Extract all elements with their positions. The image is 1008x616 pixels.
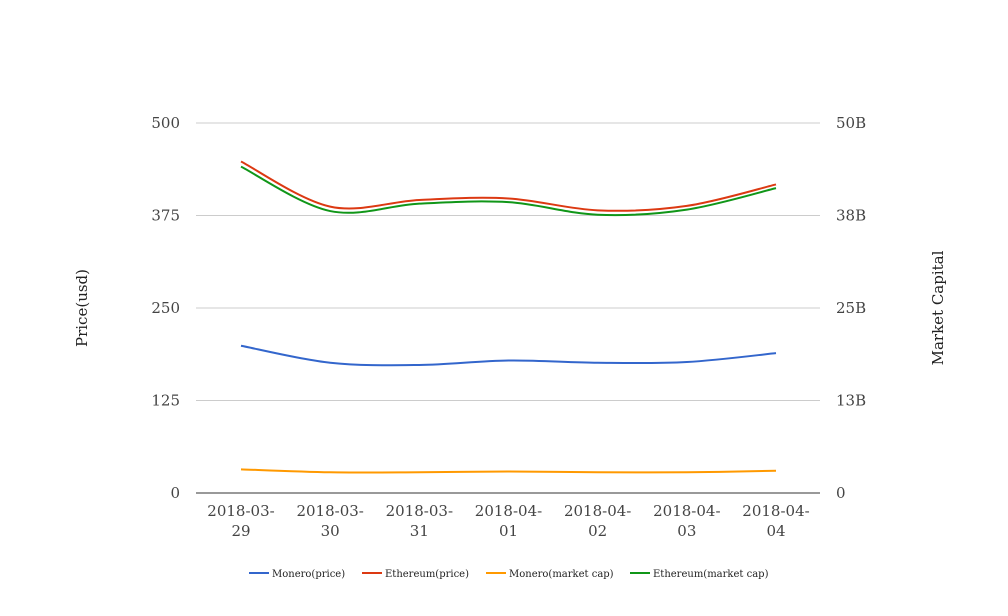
legend: Monero(price) Ethereum(price) Monero(marke… xyxy=(249,569,769,580)
x-tick-label: 2018-04- 01 xyxy=(475,502,542,540)
y-tick-label: 250 xyxy=(151,299,180,317)
legend-label: Ethereum(price) xyxy=(385,569,469,580)
x-tick-label-line: 30 xyxy=(321,522,340,540)
y2-tick-label: 38B xyxy=(836,207,866,225)
x-tick-label-line: 2018-03- xyxy=(207,502,274,520)
x-tick-label-line: 29 xyxy=(231,522,250,540)
x-tick-label: 2018-03- 30 xyxy=(296,502,363,540)
x-tick-label: 2018-04- 03 xyxy=(653,502,720,540)
y2-tick-label: 13B xyxy=(836,392,866,410)
x-tick-label-line: 03 xyxy=(677,522,696,540)
gridlines xyxy=(196,122,820,401)
y2-tick-label: 25B xyxy=(836,299,866,317)
y-axis-title: Price(usd) xyxy=(73,269,91,347)
y-tick-label: 375 xyxy=(151,207,180,225)
series-line-monero-price xyxy=(240,344,777,367)
x-tick-label-line: 01 xyxy=(499,522,518,540)
y-tick-label: 125 xyxy=(151,392,180,410)
x-tick-label-line: 04 xyxy=(766,522,785,540)
y-tick-label: 500 xyxy=(151,114,180,132)
y-tick-label: 0 xyxy=(170,484,180,502)
series-line-ethereum-price xyxy=(240,160,777,212)
x-tick-label-line: 2018-03- xyxy=(296,502,363,520)
x-tick-label: 2018-03- 31 xyxy=(386,502,453,540)
x-tick-label-line: 2018-04- xyxy=(742,502,809,520)
legend-label: Monero(market cap) xyxy=(509,569,614,580)
x-tick-label-line: 31 xyxy=(410,522,429,540)
series-line-monero-market-cap xyxy=(240,468,777,474)
x-tick-label-line: 02 xyxy=(588,522,607,540)
x-tick-label-line: 2018-03- xyxy=(386,502,453,520)
series-lines xyxy=(240,160,777,474)
y-axis-ticks: 0 125 250 375 500 xyxy=(151,114,180,502)
series-line-ethereum-market-cap xyxy=(240,165,777,217)
x-tick-label-line: 2018-04- xyxy=(653,502,720,520)
y2-tick-label: 0 xyxy=(836,484,846,502)
x-tick-label: 2018-03- 29 xyxy=(207,502,274,540)
y2-axis-ticks: 0 13B 25B 38B 50B xyxy=(836,114,866,502)
x-tick-label-line: 2018-04- xyxy=(564,502,631,520)
legend-label: Ethereum(market cap) xyxy=(653,569,769,580)
x-tick-label-line: 2018-04- xyxy=(475,502,542,520)
x-tick-label: 2018-04- 02 xyxy=(564,502,631,540)
y2-axis-title: Market Capital xyxy=(929,250,947,365)
x-tick-label: 2018-04- 04 xyxy=(742,502,809,540)
y2-tick-label: 50B xyxy=(836,114,866,132)
legend-label: Monero(price) xyxy=(272,569,345,580)
x-axis-ticks: 2018-03- 29 2018-03- 30 2018-03- 31 2018-04- 01… xyxy=(207,502,809,540)
